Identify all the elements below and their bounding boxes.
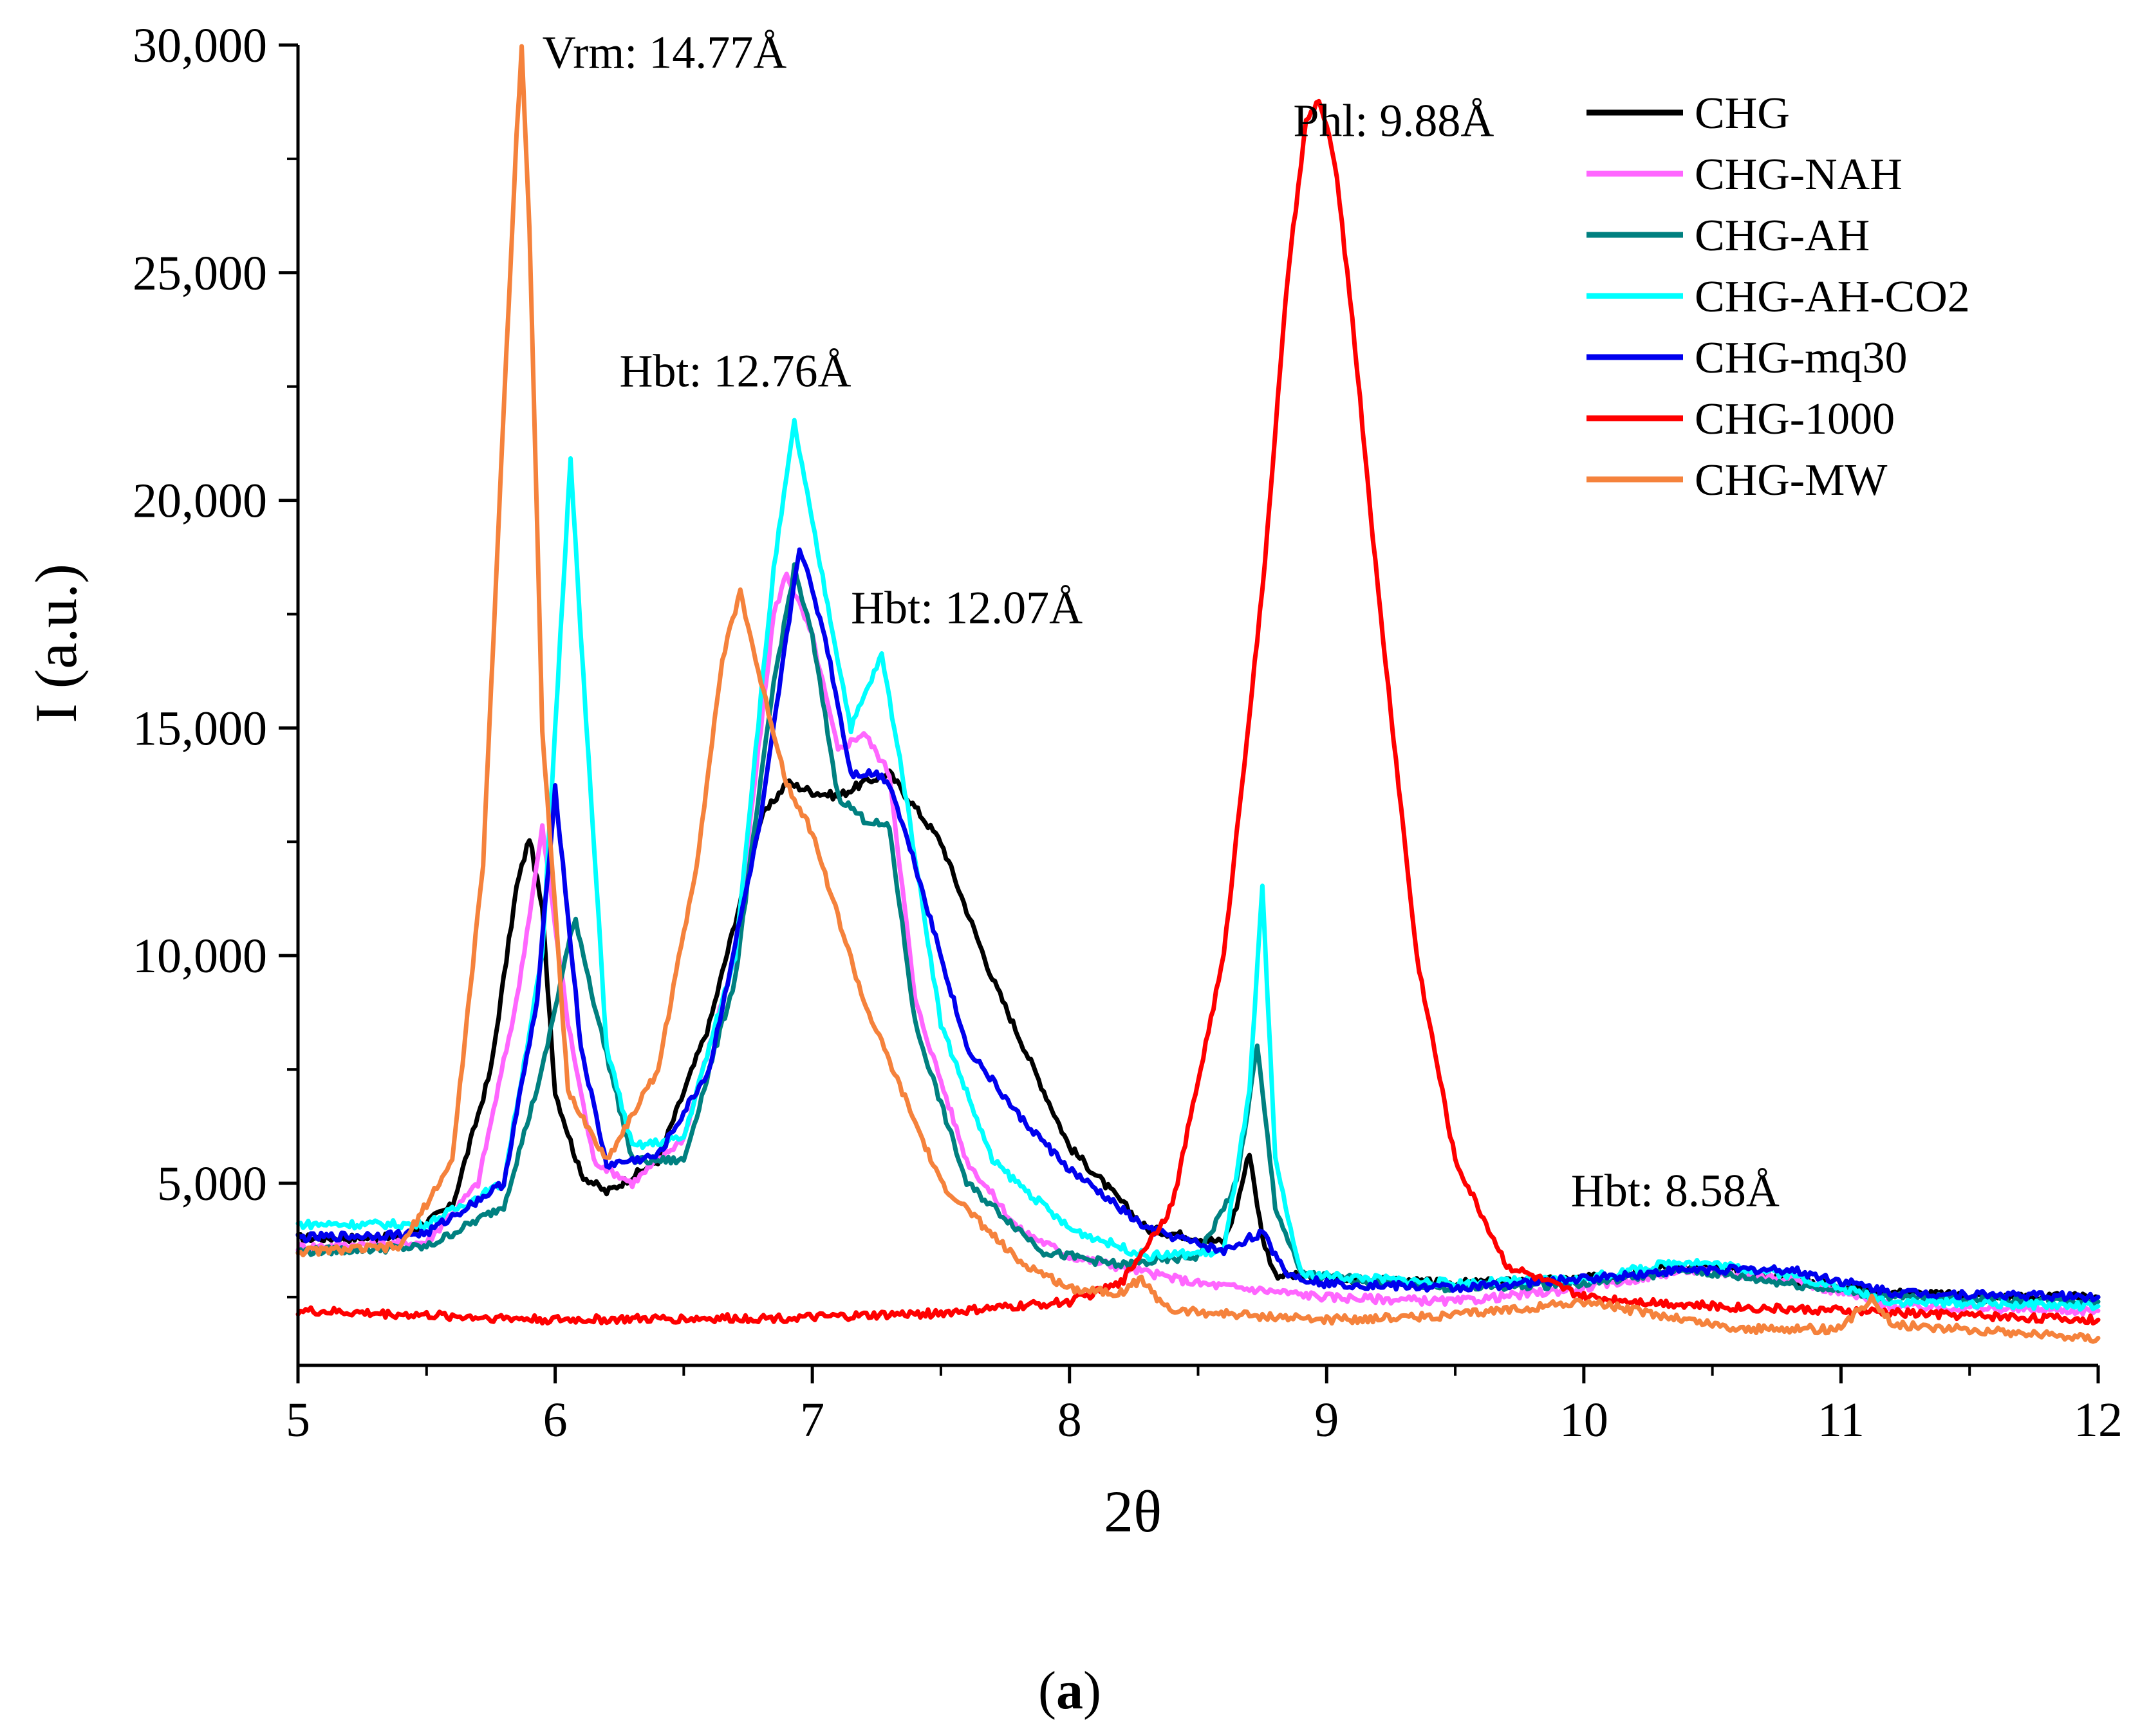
- y-tick-label: 25,000: [133, 246, 267, 300]
- series-line-chg-nah: [295, 571, 2101, 1316]
- series-line-chg-1000: [295, 98, 2101, 1326]
- series-layer: [295, 44, 2101, 1344]
- panel-label: (a): [1038, 1661, 1101, 1721]
- peak-annotation-phl-9-88: Phl: 9.88Å: [1293, 95, 1494, 147]
- series-line-chg: [295, 768, 2101, 1304]
- peak-annotation-hbt-8-58: Hbt: 8.58Å: [1571, 1165, 1780, 1216]
- y-tick-label: 20,000: [133, 474, 267, 528]
- peak-annotation-hbt-12-07: Hbt: 12.07Å: [851, 582, 1083, 634]
- series-line-chg-ah-co2: [295, 418, 2101, 1312]
- x-tick-label: 12: [2074, 1393, 2123, 1447]
- ticks-layer: 5 6 7 8 9 10 11 12 5,000 10,000 15,000 20,000 25,000…: [133, 19, 2123, 1447]
- peak-annotation-vrm-14-77: Vrm: 14.77Å: [543, 26, 787, 78]
- x-tick-label: 8: [1057, 1393, 1082, 1447]
- x-tick-label: 6: [543, 1393, 568, 1447]
- panel-label-close: ): [1083, 1661, 1101, 1721]
- x-tick-label: 5: [286, 1393, 310, 1447]
- y-tick-label: 5,000: [157, 1157, 267, 1211]
- annotation-layer: Vrm: 14.77Å Phl: 9.88Å Hbt: 12.76Å Hbt: 12.…: [543, 26, 1780, 1216]
- legend-label-chg-mw: CHG-MW: [1695, 456, 1887, 505]
- y-axis-title: I (a.u.): [23, 564, 89, 723]
- legend-label-chg-nah: CHG-NAH: [1695, 150, 1903, 199]
- panel-label-letter: a: [1056, 1661, 1083, 1721]
- y-tick-label: 15,000: [133, 701, 267, 755]
- x-tick-label: 10: [1559, 1393, 1608, 1447]
- legend-label-chg-1000: CHG-1000: [1695, 394, 1895, 444]
- series-line-chg-mq30: [295, 547, 2101, 1303]
- legend-label-chg-ah-co2: CHG-AH-CO2: [1695, 272, 1970, 322]
- x-tick-label: 7: [800, 1393, 824, 1447]
- legend: CHG CHG-NAH CHG-AH CHG-AH-CO2 CHG-mq30 CHG-10…: [1586, 89, 1970, 505]
- legend-label-chg: CHG: [1695, 89, 1790, 138]
- series-line-chg-mw: [295, 44, 2101, 1344]
- x-tick-label: 11: [1818, 1393, 1865, 1447]
- peak-annotation-hbt-12-76: Hbt: 12.76Å: [619, 346, 851, 397]
- x-axis-title: 2θ: [1104, 1479, 1162, 1544]
- legend-label-chg-mq30: CHG-mq30: [1695, 333, 1908, 383]
- y-tick-label: 10,000: [133, 929, 267, 983]
- y-tick-label: 30,000: [133, 19, 267, 73]
- x-tick-label: 9: [1314, 1393, 1339, 1447]
- legend-label-chg-ah: CHG-AH: [1695, 211, 1870, 261]
- panel-label-open: (: [1038, 1661, 1056, 1721]
